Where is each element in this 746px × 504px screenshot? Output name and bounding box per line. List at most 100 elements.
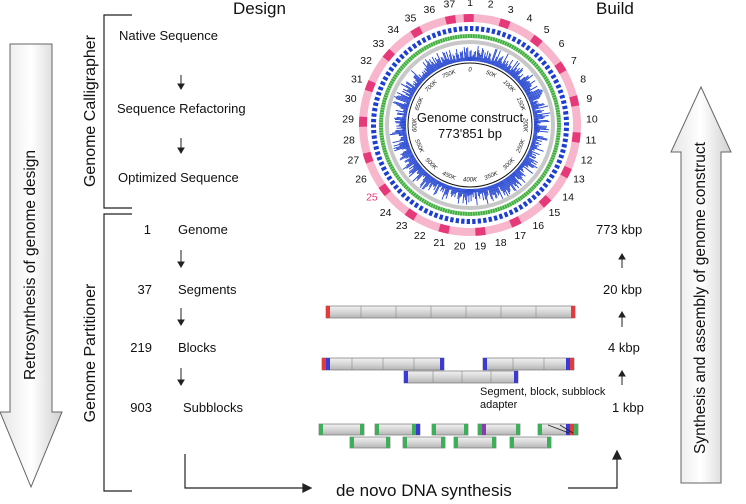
density-spike [459,188,462,198]
density-spike [402,90,413,97]
density-spike [406,159,417,167]
density-spike [400,149,412,156]
block-mark [380,165,387,172]
segment-number: 27 [348,155,360,167]
density-spike [483,56,487,63]
subblock-tick [546,82,551,85]
density-spike [426,65,433,74]
subblock-tick [383,96,388,99]
segment-mark [378,183,391,197]
subblock-tick [486,210,489,215]
block-mark [372,140,378,145]
density-spike [424,59,435,73]
density-spike [421,76,426,80]
density-spike [457,188,461,204]
density-spike [405,85,416,92]
density-spike [487,186,493,200]
subblock-tick [439,39,442,44]
density-spike [504,59,514,72]
block-mark [488,216,493,223]
subblock-tick [486,35,489,40]
density-spike [515,168,524,176]
density-spike [437,181,441,185]
level-name-subblocks: Subblocks [183,400,243,415]
block-mark [562,138,568,143]
subblock-tick [522,52,526,57]
block-mark [545,178,552,184]
density-spike [493,184,500,196]
segment-mark [444,15,457,25]
density-spike [520,163,534,174]
subblock-tick [456,211,458,216]
density-spike [428,58,437,71]
density-spike [490,49,497,65]
block-mark [371,124,377,128]
density-spike [533,135,544,138]
density-spike [515,169,522,177]
subblock-tick [414,52,418,57]
density-spike [529,148,533,151]
segment-number: 28 [343,134,355,146]
density-spike [421,71,428,78]
density-spike [527,151,537,156]
density-spike [500,60,507,70]
density-spike [518,75,529,84]
design-header: Design [233,0,286,18]
block-mark [388,66,395,72]
density-spike [529,97,540,103]
block-mark [557,89,564,94]
density-spike [399,153,413,161]
coordinate-circle [407,62,533,188]
subblock-tick [427,201,430,206]
density-spike [494,60,498,67]
subblock-fragment [402,436,446,449]
step-optimized-sequence: Optimized Sequence [118,170,239,185]
subblock-fragment [374,423,421,436]
block-mark [493,215,498,221]
subblock-tick [538,69,543,73]
block-mark [374,96,380,102]
density-spike [395,98,410,104]
density-spike [416,168,424,175]
subblock-tick [381,146,386,149]
block-mark [498,213,504,220]
subblock-tick [384,153,389,156]
density-spike [408,163,420,173]
density-spike [532,138,543,142]
density-spike [449,186,452,190]
build-header: Build [596,0,634,18]
density-spike [400,136,408,140]
density-spike [445,185,451,199]
density-spike [443,52,449,65]
density-spike [520,163,525,167]
subblock-tick [393,171,397,175]
density-spike [433,180,440,191]
subblock-tick [522,193,526,198]
density-spike [514,170,523,179]
subblock-tick [541,173,546,177]
subblock-tick [441,38,444,43]
density-spike [400,83,416,93]
density-spike [405,147,411,150]
density-spike [499,53,509,69]
density-spike [487,54,492,64]
density-spike [507,176,514,185]
segment-mark [571,132,581,143]
density-spike [402,151,413,157]
density-spike [511,173,522,187]
subblock-tick [394,73,399,77]
subblock-tick [420,48,424,52]
subblock-tick [537,67,541,71]
block-fragment [321,357,445,371]
density-spike [459,51,462,62]
density-spike [402,159,417,170]
density-spike [474,188,476,200]
block-mark [444,215,449,222]
density-spike [426,177,434,188]
density-spike [477,50,480,62]
subblock-tick [454,210,456,215]
density-spike [492,184,497,193]
density-spike [484,187,488,197]
subblock-tick [381,101,386,104]
subblock-tick [489,36,491,41]
